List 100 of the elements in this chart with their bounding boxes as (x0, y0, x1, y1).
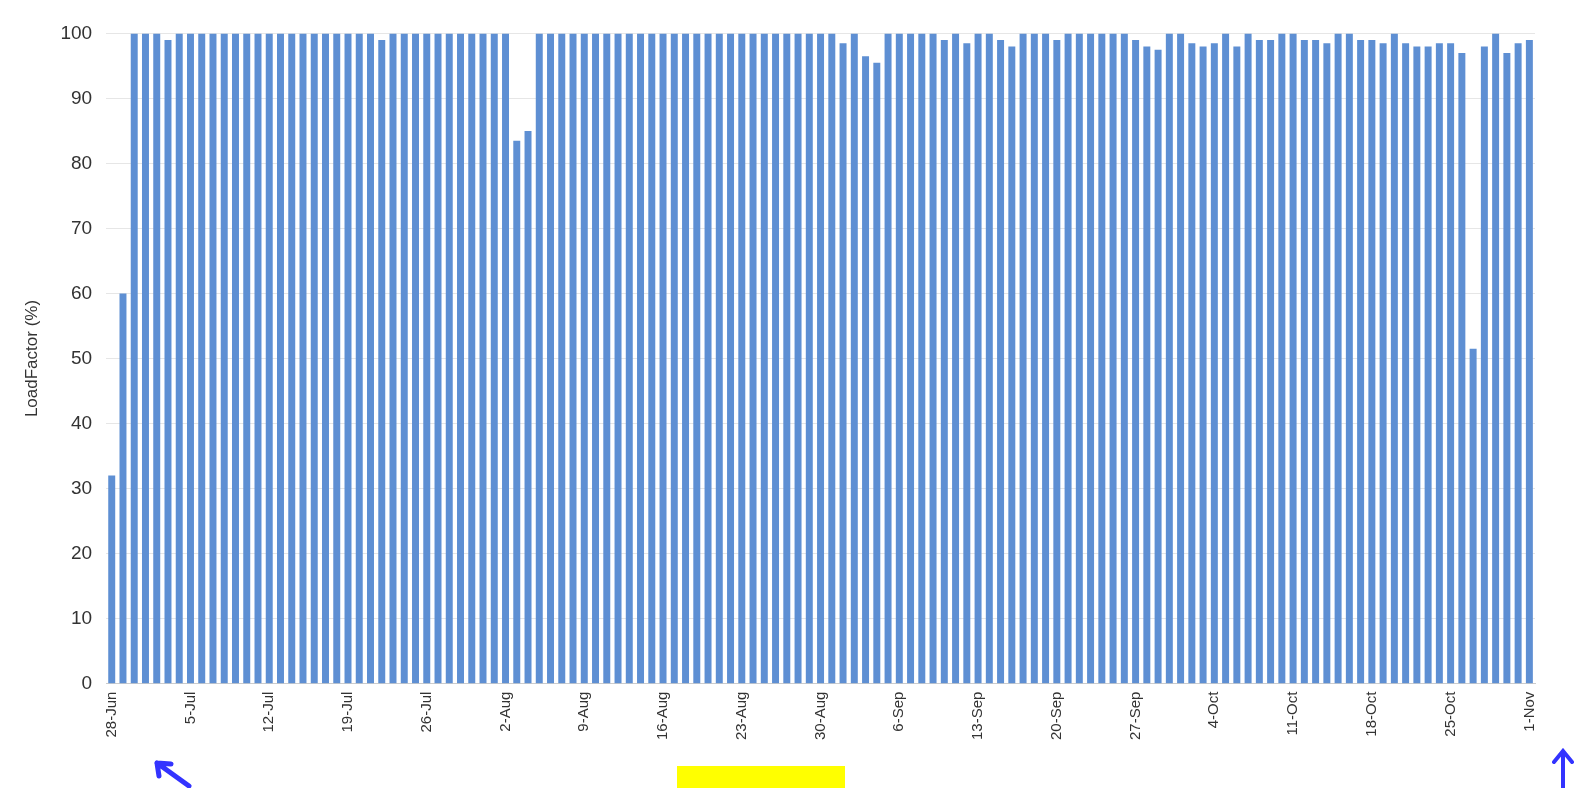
bar (198, 33, 206, 684)
bar (1312, 39, 1320, 684)
bar (1165, 33, 1173, 684)
bar (1413, 46, 1421, 684)
x-tick-label: 4-Oct (1204, 690, 1222, 729)
bar (243, 33, 251, 684)
bar (794, 33, 802, 684)
bar (1199, 46, 1207, 684)
bar (108, 475, 116, 684)
bar (670, 33, 678, 684)
bar (985, 33, 993, 684)
bar (760, 33, 768, 684)
y-tick-label: 70 (70, 216, 93, 238)
bar (817, 33, 825, 684)
bar (682, 33, 690, 684)
bar (1008, 46, 1016, 684)
bar (1120, 33, 1128, 684)
x-tick-label: 6-Sep (889, 691, 907, 732)
bar (547, 33, 555, 684)
x-tick-label: 11-Oct (1283, 690, 1301, 736)
bar (569, 33, 577, 684)
bar (614, 33, 622, 684)
bar (1503, 52, 1511, 684)
bar (974, 33, 982, 684)
bar (502, 33, 510, 684)
bar (187, 33, 194, 684)
y-tick-label: 20 (70, 541, 93, 563)
x-tick-label: 30-Aug (810, 691, 828, 741)
bar (1244, 33, 1252, 684)
x-tick-label: 12-Jul (259, 691, 277, 733)
bar (209, 33, 217, 684)
bar (288, 33, 296, 684)
bar (1300, 39, 1308, 684)
bar (1492, 33, 1500, 684)
bar (1390, 33, 1398, 684)
bar (648, 33, 656, 684)
x-tick-label: 26-Jul (416, 691, 434, 733)
y-tick-label: 10 (70, 606, 93, 628)
bar (1222, 33, 1230, 684)
bar (625, 33, 633, 684)
bar (1525, 39, 1533, 684)
y-tick-label: 60 (70, 281, 93, 303)
x-tick-label: 1-Nov (1519, 691, 1537, 732)
bar (400, 33, 408, 684)
y-tick-label: 40 (70, 411, 93, 433)
bar (164, 39, 172, 684)
bar (1323, 43, 1331, 684)
y-axis-title: LoadFactor (%) (21, 299, 41, 418)
bar (805, 33, 813, 684)
bar (704, 33, 712, 684)
bar (997, 39, 1005, 684)
bar (1042, 33, 1050, 684)
bar (952, 33, 960, 684)
x-tick-label: 5-Jul (180, 691, 198, 725)
bar (1233, 46, 1241, 684)
x-tick-label: 9-Aug (574, 691, 592, 732)
bar (839, 43, 847, 684)
bar (895, 33, 903, 684)
bar (940, 39, 948, 684)
bar (1289, 33, 1297, 684)
bar (1154, 49, 1162, 684)
bar (412, 33, 419, 684)
bar (727, 33, 735, 684)
x-tick-label: 23-Aug (731, 691, 749, 741)
bar (1064, 33, 1072, 684)
x-tick-label: 16-Aug (653, 691, 671, 741)
bar (580, 33, 588, 684)
bar (1053, 39, 1061, 684)
bar (130, 33, 138, 684)
bar (333, 33, 341, 684)
bar (1469, 348, 1477, 684)
bar (783, 33, 791, 684)
bar (153, 33, 161, 684)
bar (963, 43, 971, 684)
bar (378, 39, 386, 684)
bar (1098, 33, 1106, 684)
bar (772, 33, 780, 684)
bar (367, 33, 374, 684)
bar (907, 33, 915, 684)
y-tick-label: 0 (81, 671, 93, 693)
bar (513, 140, 521, 684)
x-tick-label: 27-Sep (1125, 691, 1143, 741)
bar (1514, 43, 1522, 684)
bar (457, 33, 464, 684)
bar (873, 62, 881, 684)
x-tick-label: 13-Sep (968, 691, 986, 741)
bar (929, 33, 937, 684)
bar (220, 33, 228, 684)
bar (1087, 33, 1095, 684)
bar (1379, 43, 1387, 684)
bar (1132, 39, 1140, 684)
x-tick-label: 20-Sep (1046, 691, 1064, 741)
bar (1177, 33, 1185, 684)
x-tick-label: 25-Oct (1440, 690, 1458, 737)
y-tick-label: 100 (60, 21, 93, 43)
bar (175, 33, 183, 684)
bar (637, 33, 645, 684)
bar (749, 33, 757, 684)
bar (1480, 46, 1488, 684)
bar (1109, 33, 1117, 684)
